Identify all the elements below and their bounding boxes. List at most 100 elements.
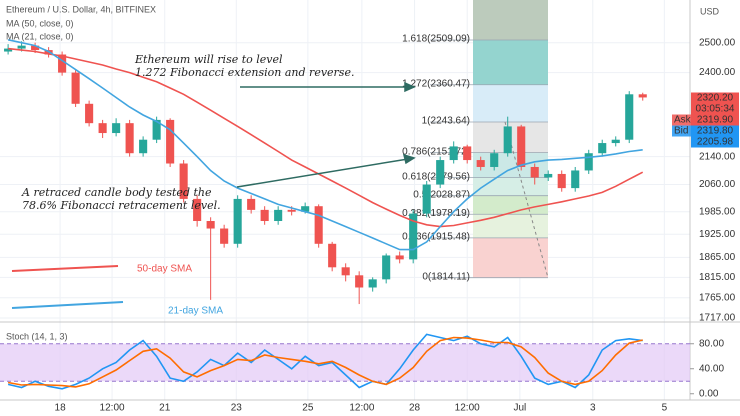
- candle-body: [193, 198, 202, 222]
- fib-label: 0.786(2151.72): [402, 146, 470, 157]
- candle-body: [125, 123, 134, 154]
- indicator-label: MA (21, close, 0): [6, 31, 74, 41]
- candle-body: [4, 48, 13, 52]
- fib-trend: [504, 121, 549, 278]
- y-tick-label: 1985.00: [699, 206, 736, 217]
- x-tick-label: 28: [409, 403, 421, 414]
- y-tick-label: 0.00: [699, 388, 719, 399]
- legend-label: 21-day SMA: [168, 306, 223, 317]
- x-tick-label: 5: [662, 403, 668, 414]
- fib-band: [473, 195, 548, 215]
- y-tick-label: 2400.00: [699, 67, 736, 78]
- candle-body: [260, 209, 269, 222]
- candle-body: [449, 146, 458, 161]
- candle-body: [58, 54, 67, 73]
- x-tick-label: 18: [55, 403, 67, 414]
- candle-body: [179, 163, 188, 199]
- price-tag: [691, 92, 739, 104]
- price-tag-side-label: Ask: [674, 115, 692, 126]
- price-tag-label: 2319.90: [697, 115, 734, 126]
- fib-band: [473, 177, 548, 196]
- fibonacci-tool: 0(1814.11) 0.236(1915.48) 0.382(1978.19) 0.…: [402, 0, 549, 282]
- oscillator: 0.00 40.00 80.00: [0, 333, 724, 399]
- candle-body: [625, 94, 634, 140]
- arrows: [236, 81, 416, 188]
- line-series: [7, 333, 643, 390]
- y-tick-label: 1815.00: [699, 272, 736, 283]
- line-series: [7, 336, 643, 388]
- indicator-label: MA (50, close, 0): [6, 18, 74, 28]
- line-series: [7, 39, 643, 251]
- y-tick-label: 2060.00: [699, 179, 736, 190]
- candle-body: [638, 94, 647, 98]
- arrow: [236, 158, 409, 188]
- price-tag-side-label: Bid: [674, 126, 688, 137]
- candle-body: [544, 173, 553, 178]
- price-tag-side: [672, 125, 691, 137]
- candle-body: [382, 255, 391, 280]
- price-tag-label: 03:05:34: [696, 104, 735, 115]
- fib-label: 1(2243.64): [422, 116, 470, 127]
- candle-body: [557, 173, 566, 189]
- candle-body: [31, 45, 40, 51]
- fib-label: 0.382(1978.19): [402, 208, 470, 219]
- candle-body: [274, 209, 283, 222]
- chart-title: Ethereum / U.S. Dollar, 4h, BITFINEX: [6, 4, 156, 14]
- price-tag: [691, 114, 739, 126]
- y-tick-label: 2140.00: [699, 151, 736, 162]
- x-tick-label: 25: [302, 403, 314, 414]
- candle-body: [436, 160, 445, 185]
- y-tick-label: 1717.00: [699, 313, 736, 324]
- fib-band: [473, 0, 548, 41]
- oscillator-title: Stoch (14, 1, 3): [6, 331, 68, 341]
- fib-label: 0(1814.11): [422, 271, 470, 282]
- price-tag: [691, 125, 739, 137]
- x-tick-label: 21: [159, 403, 171, 414]
- candle-body: [571, 170, 580, 189]
- fib-label: 1.618(2509.09): [402, 34, 470, 45]
- candle-body: [139, 139, 148, 154]
- price-tag-label: 2319.80: [697, 126, 734, 137]
- x-tick-label: Jul: [513, 403, 526, 414]
- legend-line: [11, 265, 119, 272]
- candle-body: [422, 184, 431, 214]
- x-tick-label: 12:00: [349, 403, 374, 414]
- fib-label: 0.236(1915.48): [402, 231, 470, 242]
- price-tag-label: 2320.20: [697, 93, 734, 104]
- candle-body: [490, 153, 499, 167]
- y-tick-label: 2500.00: [699, 37, 736, 48]
- candle-body: [166, 119, 175, 164]
- candle-body: [341, 267, 350, 276]
- price-tag-side: [672, 114, 691, 126]
- candle-body: [463, 146, 472, 161]
- candle-body: [314, 206, 323, 244]
- candle-body: [287, 209, 296, 212]
- fib-label: 0.618(2079.56): [402, 171, 470, 182]
- candle-body: [611, 139, 620, 144]
- candle-body: [409, 213, 418, 260]
- legend-line: [11, 301, 124, 309]
- candle-body: [328, 243, 337, 268]
- plot: [4, 39, 647, 305]
- arrow-head: [404, 81, 416, 93]
- y-tick-label: 40.00: [699, 363, 724, 374]
- candle-body: [85, 103, 94, 124]
- legend: 50-day SMA 21-day SMA: [11, 264, 223, 317]
- candle-body: [17, 45, 26, 49]
- candle-body: [598, 143, 607, 154]
- candle-body: [476, 160, 485, 167]
- candle-body: [530, 166, 539, 178]
- price-tag: [691, 103, 739, 115]
- candle-body: [584, 153, 593, 171]
- annotation: Ethereum will rise to level: [134, 53, 283, 66]
- candle-body: [152, 119, 161, 140]
- candle-body: [301, 206, 310, 212]
- x-tick-label: 12:00: [100, 403, 125, 414]
- candle-body: [247, 198, 256, 210]
- annotation: 78.6% Fibonacci retracement level.: [22, 199, 221, 212]
- fib-label: 0.5(2028.87): [413, 189, 470, 200]
- fib-label: 1.272(2360.47): [402, 78, 470, 89]
